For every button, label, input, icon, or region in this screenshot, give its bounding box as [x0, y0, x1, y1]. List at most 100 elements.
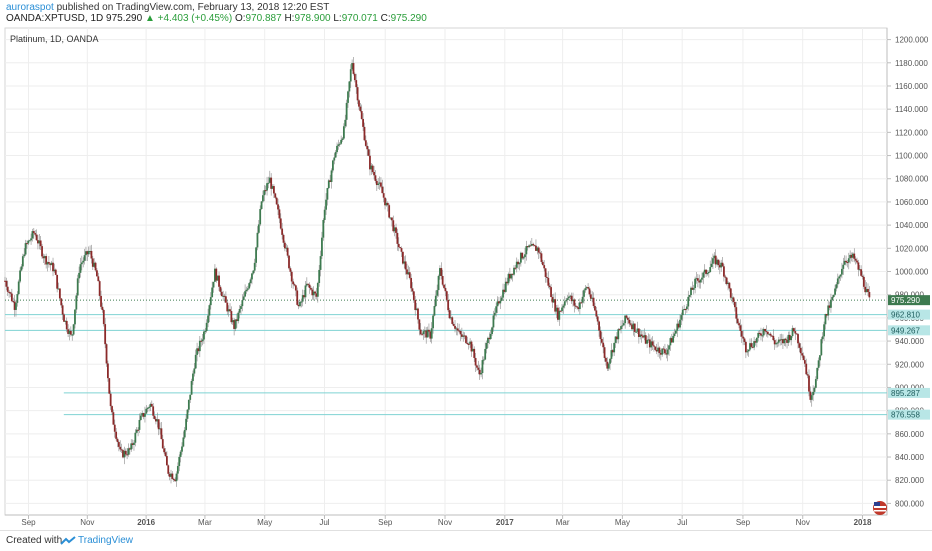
candle-body — [50, 262, 53, 266]
candle-body — [831, 297, 834, 301]
candle-body — [618, 329, 621, 331]
level-price-box — [888, 325, 930, 336]
candle-body — [255, 247, 257, 263]
candle-body — [600, 338, 603, 343]
candle-body — [271, 186, 274, 189]
candle-body — [611, 350, 614, 353]
candle-body — [278, 209, 281, 219]
candle-body — [498, 301, 500, 304]
candle-body — [441, 275, 444, 285]
candle-body — [281, 228, 284, 235]
candle-body — [94, 262, 97, 271]
candle-body — [455, 328, 458, 330]
candle-body — [854, 258, 857, 261]
price-labels: 962.810 949.267 895.287 876.558 975.290 — [888, 295, 930, 420]
candle-body — [443, 284, 445, 288]
candle-body — [54, 269, 57, 275]
candle-body — [380, 182, 382, 187]
candle-body — [182, 437, 185, 447]
candle-body — [474, 357, 477, 366]
candle-body — [581, 296, 584, 303]
candle-body — [734, 301, 736, 308]
price-chart[interactable]: 800.000820.000840.000860.000880.000900.0… — [0, 0, 932, 530]
candle-body — [41, 246, 43, 257]
candle-body — [393, 227, 396, 232]
candle-body — [820, 339, 823, 356]
candle-body — [358, 100, 360, 107]
candle-body — [310, 287, 312, 290]
candle-body — [356, 87, 359, 101]
candle-body — [625, 315, 628, 318]
candle-body — [359, 106, 362, 112]
candle-body — [602, 342, 605, 348]
candle-body — [814, 379, 817, 388]
candle-body — [186, 409, 189, 419]
candle-body — [629, 323, 632, 325]
candle-body — [798, 343, 801, 348]
candle-body — [123, 450, 126, 458]
x-tick-label: Sep — [21, 518, 36, 527]
candle-body — [584, 288, 587, 291]
candle-body — [332, 160, 334, 171]
candle-body — [536, 247, 539, 251]
candle-body — [425, 330, 428, 338]
candle-body — [386, 202, 389, 206]
candle-body — [495, 306, 498, 313]
candle-body — [603, 347, 606, 358]
candle-body — [96, 270, 98, 277]
x-tick-label: Jul — [677, 518, 687, 527]
candle-body — [646, 340, 648, 344]
candle-body — [9, 292, 12, 294]
candle-body — [286, 247, 289, 256]
candle-body — [127, 448, 130, 455]
candle-body — [396, 232, 399, 244]
candle-body — [434, 295, 437, 307]
candle-body — [717, 259, 720, 266]
level-price-label: 895.287 — [891, 389, 920, 398]
candle-body — [75, 295, 78, 310]
candle-body — [540, 253, 543, 262]
candle-body — [12, 301, 15, 303]
last-price-label: 975.290 — [891, 296, 920, 305]
candle-body — [53, 269, 56, 272]
tradingview-brand[interactable]: TradingView — [78, 535, 134, 546]
candle-body — [235, 319, 238, 322]
candle-body — [502, 289, 504, 298]
candle-body — [290, 271, 293, 282]
candle-body — [740, 330, 743, 337]
candle-body — [68, 330, 71, 334]
candle-body — [707, 271, 710, 274]
candle-body — [150, 403, 153, 407]
candle-body — [467, 343, 470, 345]
candle-body — [411, 288, 414, 292]
candle-body — [614, 336, 617, 343]
candle-body — [131, 443, 134, 445]
x-tick-label: 2018 — [854, 518, 872, 527]
candle-body — [37, 240, 39, 244]
candle-body — [401, 251, 404, 264]
candle-body — [698, 280, 701, 283]
candle-body — [170, 473, 172, 477]
candle-body — [377, 183, 380, 186]
candle-body — [753, 341, 756, 348]
candle-body — [524, 254, 526, 258]
candle-body — [492, 315, 495, 328]
candle-body — [751, 346, 754, 348]
candle-body — [222, 295, 225, 297]
candle-body — [39, 240, 42, 247]
candle-body — [493, 312, 496, 316]
candle-body — [105, 344, 108, 364]
candle-body — [702, 272, 705, 278]
candle-body — [657, 347, 659, 352]
candle-body — [30, 238, 32, 241]
author-link[interactable]: auroraspot — [6, 2, 54, 13]
candle-body — [168, 473, 171, 477]
candle-body — [727, 282, 729, 285]
candle-body — [642, 336, 644, 338]
up-arrow-icon: ▲ — [144, 13, 155, 24]
x-tick-label: 2016 — [137, 518, 155, 527]
candle-body — [344, 119, 347, 127]
candle-body — [703, 269, 706, 273]
x-tick-label: Mar — [556, 518, 570, 527]
flag-icon[interactable] — [873, 501, 887, 515]
